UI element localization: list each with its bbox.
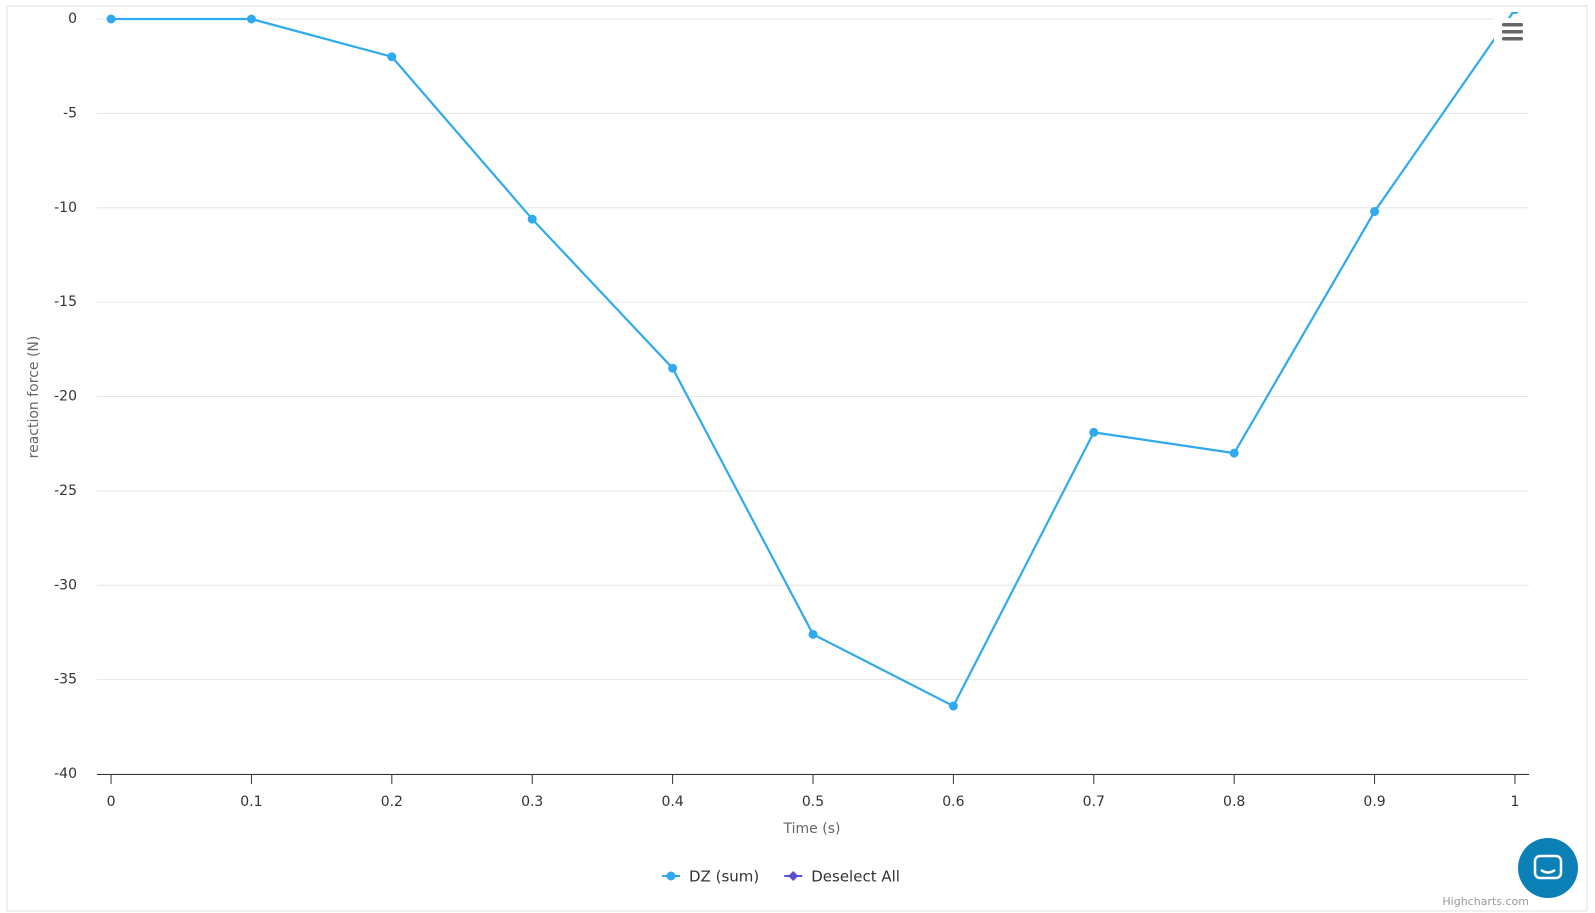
y-tick-label: -20	[54, 389, 77, 405]
legend-item[interactable]: DZ (sum)	[662, 868, 759, 886]
data-point	[106, 14, 116, 24]
plot-area	[106, 12, 1519, 711]
y-tick-label: -25	[54, 483, 77, 499]
y-tick-label: 0	[68, 11, 77, 27]
y-tick-label: -5	[63, 105, 77, 121]
data-point	[527, 214, 537, 224]
legend-item[interactable]: Deselect All	[784, 868, 900, 886]
x-tick-label: 0.6	[942, 794, 964, 810]
x-tick-label: 0.8	[1223, 794, 1245, 810]
data-point	[1370, 207, 1380, 217]
x-tick-label: 0.7	[1083, 794, 1105, 810]
y-tick-label: -15	[54, 294, 77, 310]
y-tick-label: -10	[54, 200, 77, 216]
x-tick-label: 0.4	[661, 794, 683, 810]
x-tick-label: 0.1	[240, 794, 262, 810]
y-tick-label: -30	[54, 577, 77, 593]
x-tick-label: 1	[1510, 794, 1519, 810]
menu-button[interactable]	[1494, 18, 1530, 48]
legend-label: DZ (sum)	[689, 868, 759, 886]
y-tick-label: -40	[54, 766, 77, 782]
data-point	[246, 14, 256, 24]
data-point	[1229, 448, 1239, 458]
data-point	[1089, 427, 1099, 437]
data-point	[387, 52, 397, 62]
frame	[6, 5, 1588, 912]
y-axis-title: reaction force (N)	[26, 336, 42, 459]
chat-button[interactable]	[1518, 838, 1578, 898]
y-tick-label: -35	[54, 672, 77, 688]
x-tick-label: 0.5	[802, 794, 824, 810]
data-point	[1511, 12, 1519, 15]
legend-symbol	[666, 871, 676, 881]
x-tick-label: 0.3	[521, 794, 543, 810]
x-tick-label: 0.9	[1363, 794, 1385, 810]
data-point	[808, 629, 818, 639]
credits[interactable]: Highcharts.com	[1442, 895, 1529, 908]
data-point	[948, 701, 958, 711]
x-axis-title: Time (s)	[783, 821, 841, 837]
legend-symbol	[788, 871, 799, 881]
x-tick-label: 0	[107, 794, 116, 810]
legend-label: Deselect All	[811, 868, 900, 886]
x-tick-label: 0.2	[381, 794, 403, 810]
data-point	[668, 363, 678, 373]
